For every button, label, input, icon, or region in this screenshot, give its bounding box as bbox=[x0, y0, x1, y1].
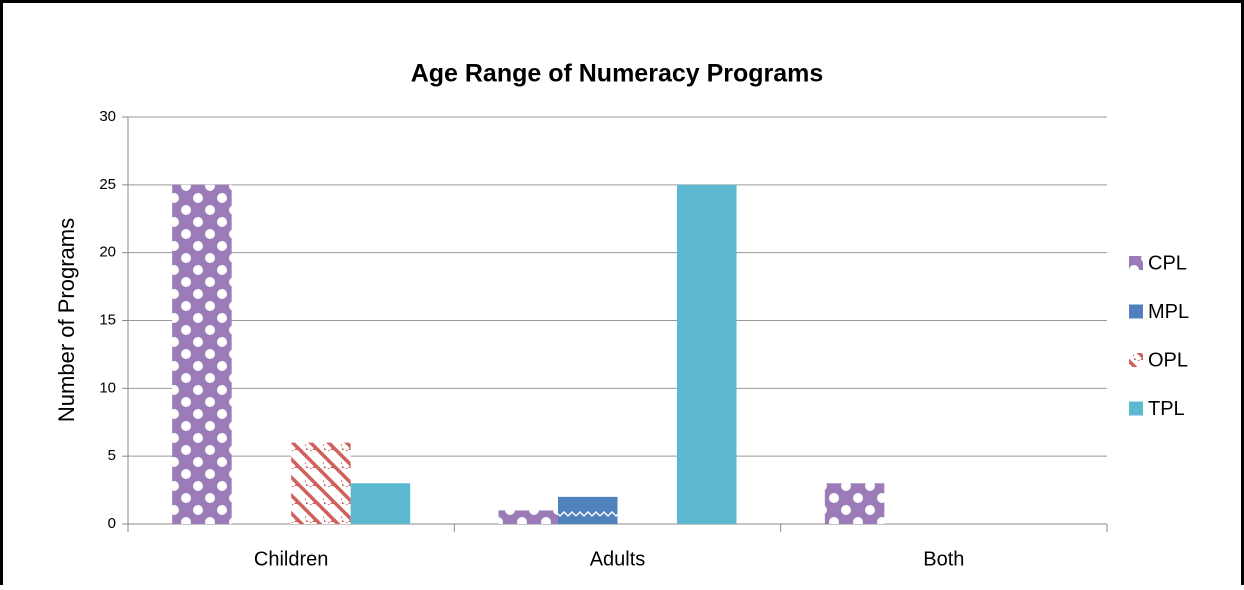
y-tick-label: 5 bbox=[108, 447, 116, 464]
bar bbox=[498, 510, 558, 524]
y-tick-label: 15 bbox=[99, 311, 116, 328]
legend-swatch bbox=[1129, 353, 1143, 367]
legend-swatch bbox=[1129, 304, 1143, 319]
y-tick-label: 10 bbox=[99, 379, 116, 396]
legend-swatch bbox=[1129, 401, 1143, 416]
legend-label: TPL bbox=[1148, 398, 1185, 420]
chart-title: Age Range of Numeracy Programs bbox=[411, 60, 824, 88]
bar bbox=[172, 184, 232, 525]
legend-label: MPL bbox=[1148, 301, 1189, 323]
bar bbox=[824, 483, 885, 524]
x-tick-label: Adults bbox=[590, 548, 646, 570]
bar bbox=[350, 483, 411, 524]
y-tick-label: 30 bbox=[99, 108, 116, 125]
legend-label: CPL bbox=[1148, 252, 1187, 274]
y-tick-label: 20 bbox=[99, 244, 116, 261]
x-tick-label: Children bbox=[254, 548, 328, 570]
bar bbox=[677, 184, 737, 525]
legend-swatch bbox=[1129, 256, 1143, 270]
y-tick-label: 25 bbox=[99, 176, 116, 193]
x-tick-label: Both bbox=[923, 548, 964, 570]
y-tick-label: 0 bbox=[108, 515, 116, 532]
bar bbox=[291, 442, 351, 524]
bar bbox=[558, 496, 618, 524]
y-axis-label: Number of Programs bbox=[54, 218, 79, 422]
legend-label: OPL bbox=[1148, 349, 1188, 371]
